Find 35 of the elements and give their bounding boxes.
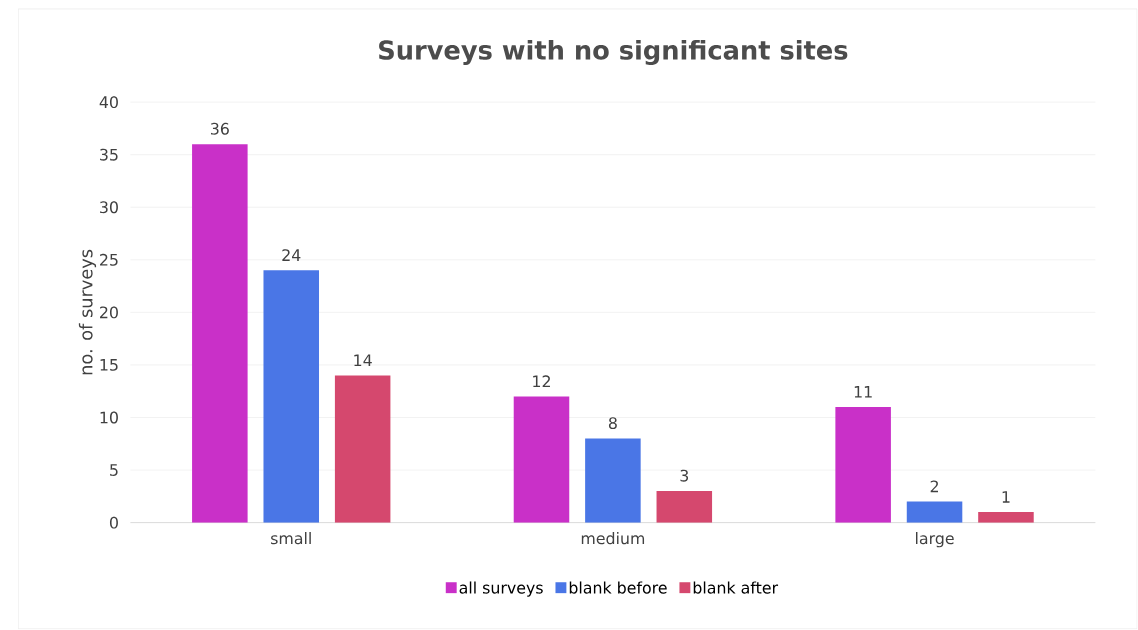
bar <box>263 270 320 523</box>
data-label: 1 <box>1002 491 1010 503</box>
data-label: 8 <box>608 417 617 430</box>
legend-label: blank after <box>693 581 779 594</box>
chart-title: Surveys with no significant sites <box>379 40 848 66</box>
legend-label: all surveys <box>459 581 543 597</box>
bar <box>978 512 1034 523</box>
data-label: 36 <box>210 122 229 135</box>
data-label: 24 <box>282 249 301 262</box>
data-label: 3 <box>680 469 689 482</box>
y-tick-label: 35 <box>100 148 118 161</box>
y-tick-label: 25 <box>100 253 118 266</box>
data-label: 14 <box>354 354 372 367</box>
bar <box>835 407 891 523</box>
x-tick-label: medium <box>581 532 645 545</box>
y-tick-label: 5 <box>110 464 118 477</box>
bar <box>192 144 248 523</box>
y-tick-label: 15 <box>100 359 118 371</box>
bar <box>585 438 641 523</box>
x-tick-label: large <box>916 532 954 548</box>
legend-label: blank before <box>569 581 667 594</box>
y-tick-label: 10 <box>100 411 118 424</box>
x-tick-label: small <box>271 532 311 545</box>
bar <box>334 375 391 523</box>
y-tick-label: 0 <box>109 516 118 529</box>
bar <box>656 491 713 523</box>
y-tick-label: 20 <box>100 306 118 319</box>
y-axis-title: no. of surveys <box>78 249 97 375</box>
y-tick-label: 40 <box>99 96 118 109</box>
y-tick-label: 30 <box>100 201 118 214</box>
bar <box>513 396 570 523</box>
bar <box>906 501 963 523</box>
data-label: 11 <box>854 386 872 398</box>
data-label: 12 <box>533 375 550 388</box>
data-label: 2 <box>930 480 938 493</box>
